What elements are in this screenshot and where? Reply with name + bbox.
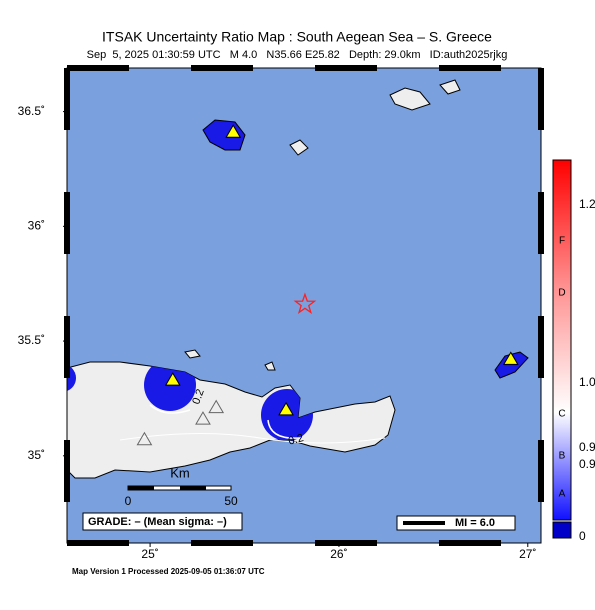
footer: Map Version 1 Processed 2025-09-05 01:36… [72,567,265,576]
colorbar-letter: B [559,451,566,462]
island [494,351,529,379]
scale-label: 0 [125,494,132,508]
island [184,79,461,371]
title: ITSAK Uncertainty Ratio Map : South Aege… [102,29,492,45]
colorbar-letter: A [559,489,566,500]
y-tick-label: 35.5˚ [18,333,45,347]
station [164,372,181,386]
colorbar-label: 1.0 [579,375,595,389]
station [225,124,242,138]
colorbar-low [552,521,572,539]
station [502,351,519,365]
contour [149,404,301,439]
station [278,401,294,416]
colorbar-label: 0 [579,529,586,543]
blob [67,364,76,392]
colorbar-label: 1.2 [579,197,595,211]
scale-label: 50 [224,494,238,508]
legend-box [396,515,516,531]
contour-label: 0.2 [190,388,207,406]
subtitle: Sep 5, 2025 01:30:59 UTC M 4.0 N35.66 E2… [87,49,508,61]
colorbar-label: 0.9 [579,457,595,471]
legend-text: MI = 6.0 [455,517,495,529]
map-area [67,68,541,543]
x-tick-label: 26˚ [330,547,347,561]
epicenter [293,292,317,315]
station [208,399,225,414]
contour-label: 0.2 [287,432,305,448]
colorbar-letter: C [558,409,565,420]
contour [119,432,386,444]
y-tick-label: 36˚ [28,219,45,233]
colorbar-letter: F [559,236,565,247]
y-tick-label: 35˚ [28,448,45,462]
colorbar-letter: D [558,288,565,299]
y-tick-label: 36.5˚ [18,104,45,118]
x-tick-label: 27˚ [519,547,536,561]
grade: GRADE: – (Mean sigma: –) [88,516,227,528]
colorbar [552,159,572,521]
station [136,431,153,446]
station [195,411,211,425]
scale-unit: Km [170,465,190,480]
colorbar-label: 0.9 [579,440,595,454]
frame [66,67,542,544]
x-tick-label: 25˚ [141,547,158,561]
grade-box [82,512,243,531]
